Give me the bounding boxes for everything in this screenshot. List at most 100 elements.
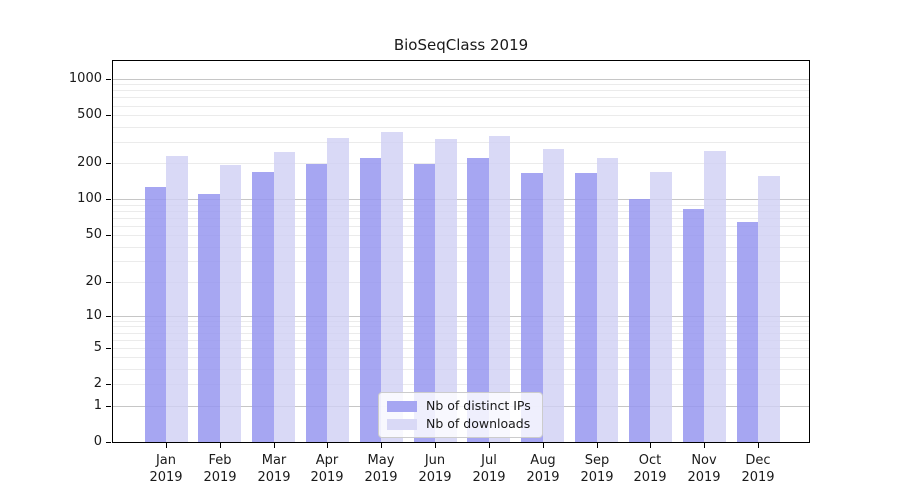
bar-downloads-aug — [542, 149, 565, 442]
gridline-minor — [113, 218, 809, 219]
bar-downloads-nov — [704, 151, 726, 442]
x-tick-year: 2019 — [687, 470, 721, 485]
x-tick-label: May 2019 — [349, 452, 413, 486]
x-tick-label: Feb 2019 — [188, 452, 252, 486]
x-tick-year: 2019 — [149, 470, 183, 485]
bar-distinct-ips-nov — [682, 208, 705, 442]
bar-distinct-ips-aug — [521, 173, 543, 442]
gridline-minor — [113, 321, 809, 322]
bar-distinct-ips-apr — [305, 163, 328, 442]
gridline-minor — [113, 84, 809, 85]
x-tick-year: 2019 — [364, 470, 398, 485]
y-tick-mark — [106, 282, 111, 283]
gridline-minor — [113, 142, 809, 143]
bar-distinct-ips-may — [359, 157, 382, 442]
x-tick-mark — [758, 443, 759, 448]
legend-row-distinct-ips: Nb of distinct IPs — [387, 398, 533, 414]
legend-label-downloads: Nb of downloads — [426, 416, 531, 431]
y-tick-label: 200 — [77, 155, 102, 170]
gridline-minor — [113, 340, 809, 341]
x-tick-month: Jun — [424, 453, 446, 468]
legend-swatch-downloads — [387, 418, 417, 430]
y-tick-mark — [106, 199, 111, 200]
gridline-major — [113, 79, 809, 80]
y-tick-label: 5 — [93, 340, 102, 355]
x-tick-month: Aug — [530, 453, 556, 468]
legend-row-downloads: Nb of downloads — [387, 416, 533, 432]
bar-downloads-sep — [596, 157, 619, 442]
gridline-minor — [113, 348, 809, 349]
x-tick-mark — [435, 443, 436, 448]
bar-distinct-ips-mar — [252, 172, 274, 442]
gridline-minor — [113, 247, 809, 248]
x-tick-year: 2019 — [257, 470, 291, 485]
x-tick-month: Mar — [261, 453, 287, 468]
x-tick-mark — [650, 443, 651, 448]
x-tick-year: 2019 — [310, 470, 344, 485]
bar-distinct-ips-jun — [413, 163, 436, 442]
gridline-minor — [113, 97, 809, 98]
legend-swatch-distinct-ips — [387, 400, 417, 412]
x-tick-mark — [220, 443, 221, 448]
gridline-major — [113, 316, 809, 317]
x-tick-year: 2019 — [526, 470, 560, 485]
bar-downloads-jan — [166, 156, 188, 442]
x-tick-month: Jan — [155, 453, 177, 468]
bar-downloads-dec — [758, 176, 780, 442]
y-tick-label: 500 — [77, 107, 102, 122]
x-tick-label: Jan 2019 — [134, 452, 198, 486]
gridline-minor — [113, 163, 809, 164]
x-tick-year: 2019 — [472, 470, 506, 485]
bar-distinct-ips-jul — [467, 157, 489, 442]
gridline-major — [113, 199, 809, 200]
y-tick-mark — [106, 348, 111, 349]
y-tick-label: 1000 — [68, 71, 102, 86]
legend: Nb of distinct IPs Nb of downloads — [378, 392, 543, 438]
x-tick-mark — [704, 443, 705, 448]
x-tick-month: Sep — [584, 453, 610, 468]
x-tick-month: Apr — [315, 453, 339, 468]
y-tick-mark — [106, 406, 111, 407]
y-tick-mark — [106, 316, 111, 317]
x-tick-mark — [543, 443, 544, 448]
x-tick-mark — [381, 443, 382, 448]
x-tick-year: 2019 — [633, 470, 667, 485]
gridline-minor — [113, 211, 809, 212]
y-tick-mark — [106, 235, 111, 236]
bar-downloads-mar — [273, 152, 296, 442]
x-tick-label: Sep 2019 — [565, 452, 629, 486]
bar-downloads-oct — [650, 171, 672, 442]
x-tick-label: Mar 2019 — [242, 452, 306, 486]
x-tick-mark — [166, 443, 167, 448]
bar-distinct-ips-feb — [198, 194, 220, 442]
x-tick-label: Aug 2019 — [511, 452, 575, 486]
gridline-minor — [113, 333, 809, 334]
bar-distinct-ips-oct — [628, 198, 651, 442]
x-tick-mark — [327, 443, 328, 448]
gridline-minor — [113, 90, 809, 91]
legend-label-distinct-ips: Nb of distinct IPs — [426, 398, 531, 413]
y-tick-label: 10 — [85, 308, 102, 323]
y-tick-mark — [106, 163, 111, 164]
y-tick-mark — [106, 115, 111, 116]
x-tick-mark — [489, 443, 490, 448]
x-tick-label: Dec 2019 — [726, 452, 790, 486]
bar-downloads-apr — [327, 138, 349, 442]
y-tick-mark — [106, 384, 111, 385]
bar-distinct-ips-dec — [736, 221, 758, 442]
y-tick-label: 0 — [93, 434, 102, 449]
gridline-minor — [113, 235, 809, 236]
gridline-minor — [113, 205, 809, 206]
y-tick-label: 20 — [85, 274, 102, 289]
y-tick-mark — [106, 79, 111, 80]
gridline-minor — [113, 384, 809, 385]
bar-downloads-jun — [435, 139, 457, 442]
x-tick-year: 2019 — [580, 470, 614, 485]
gridline-minor — [113, 261, 809, 262]
x-tick-month: Feb — [208, 453, 232, 468]
x-tick-month: Jul — [481, 453, 497, 468]
bar-downloads-feb — [219, 165, 242, 442]
x-tick-label: Oct 2019 — [618, 452, 682, 486]
x-tick-month: Nov — [691, 453, 717, 468]
gridline-minor — [113, 106, 809, 107]
